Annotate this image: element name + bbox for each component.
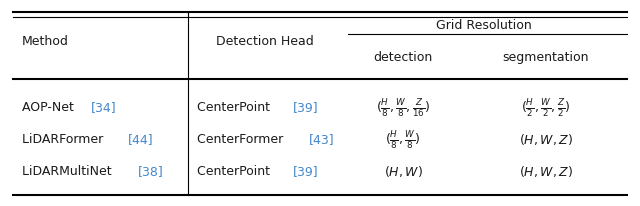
Text: CenterFormer: CenterFormer	[197, 133, 287, 146]
Text: $(H, W, Z)$: $(H, W, Z)$	[519, 132, 573, 147]
Text: [34]: [34]	[92, 101, 117, 114]
Text: $(\frac{H}{8}, \frac{W}{8}, \frac{Z}{16})$: $(\frac{H}{8}, \frac{W}{8}, \frac{Z}{16}…	[376, 97, 430, 118]
Text: [44]: [44]	[127, 133, 153, 146]
Text: Method: Method	[22, 35, 69, 48]
Text: Grid Resolution: Grid Resolution	[436, 19, 532, 32]
Text: [43]: [43]	[309, 133, 335, 146]
Text: detection: detection	[373, 51, 433, 64]
Text: LiDARFormer: LiDARFormer	[22, 133, 108, 146]
Text: CenterPoint: CenterPoint	[197, 101, 274, 114]
Text: [39]: [39]	[292, 101, 318, 114]
Text: [39]: [39]	[292, 165, 318, 178]
Text: $(\frac{H}{2}, \frac{W}{2}, \frac{Z}{2})$: $(\frac{H}{2}, \frac{W}{2}, \frac{Z}{2})…	[521, 97, 570, 118]
Text: CenterPoint: CenterPoint	[197, 165, 274, 178]
Text: $(H, W, Z)$: $(H, W, Z)$	[519, 164, 573, 179]
Text: $(H, W)$: $(H, W)$	[383, 164, 422, 179]
Text: $(\frac{H}{8}, \frac{W}{8})$: $(\frac{H}{8}, \frac{W}{8})$	[385, 129, 420, 151]
Text: AOP-Net: AOP-Net	[22, 101, 78, 114]
Text: Detection Head: Detection Head	[216, 35, 314, 48]
Text: [38]: [38]	[138, 165, 164, 178]
Text: segmentation: segmentation	[502, 51, 589, 64]
Text: LiDARMultiNet: LiDARMultiNet	[22, 165, 116, 178]
